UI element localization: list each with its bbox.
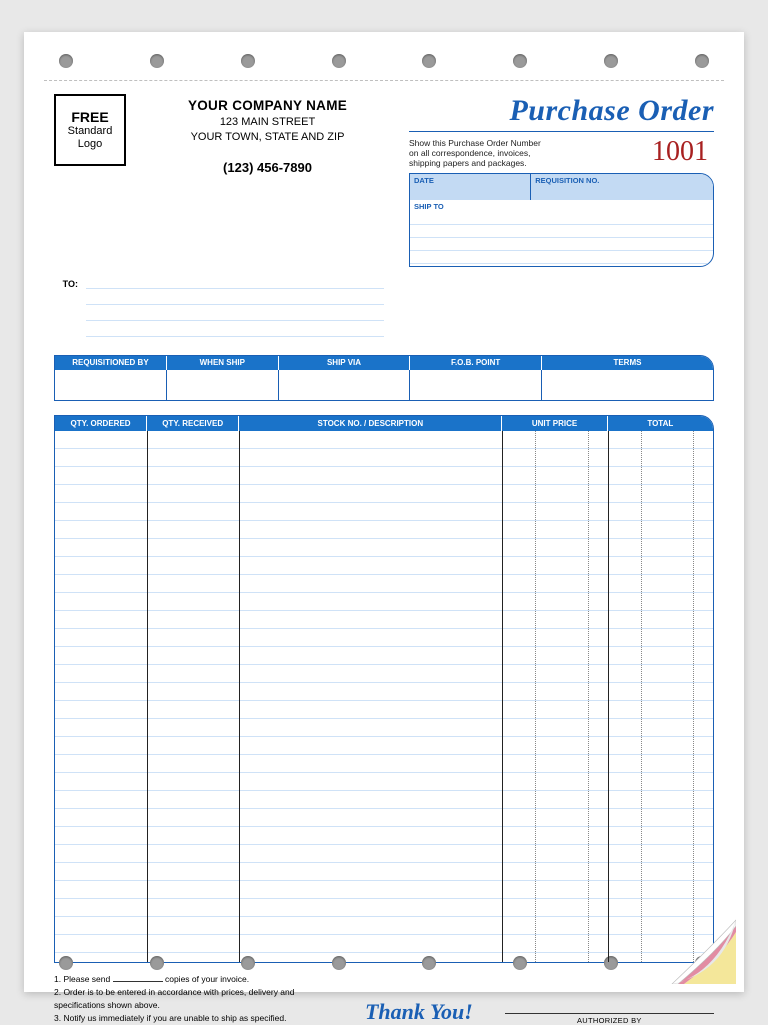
cell-terms[interactable]	[542, 370, 713, 400]
col-ship-via: SHIP VIA	[279, 356, 411, 370]
po-note-line: shipping papers and packages.	[409, 158, 541, 168]
footer-note-text: 1. Please send	[54, 974, 113, 984]
header-info-box: DATE REQUISITION NO. SHIP TO	[409, 173, 714, 267]
to-label: TO:	[54, 279, 78, 289]
authorized-by-label: AUTHORIZED BY	[505, 1013, 714, 1025]
footer-notes: 1. Please send copies of your invoice. 2…	[54, 973, 333, 1025]
to-line[interactable]	[86, 336, 384, 337]
hole-icon	[241, 956, 255, 970]
hole-icon	[422, 54, 436, 68]
hole-icon	[241, 54, 255, 68]
punch-holes-top	[24, 54, 744, 68]
hole-icon	[332, 956, 346, 970]
cell-requisitioned-by[interactable]	[55, 370, 167, 400]
to-line[interactable]	[86, 288, 384, 289]
punch-holes-bottom	[24, 956, 744, 970]
po-note: Show this Purchase Order Number on all c…	[409, 138, 541, 169]
column-divider	[608, 431, 609, 962]
to-address-block: TO:	[54, 273, 384, 337]
order-info-bar: REQUISITIONED BY WHEN SHIP SHIP VIA F.O.…	[54, 355, 714, 401]
company-name: YOUR COMPANY NAME	[136, 97, 399, 115]
copies-blank[interactable]	[113, 981, 163, 982]
form-title: Purchase Order	[409, 94, 714, 132]
requisition-no-label: REQUISITION NO.	[531, 174, 713, 200]
logo-line-logo: Logo	[78, 138, 102, 151]
po-note-line: Show this Purchase Order Number	[409, 138, 541, 148]
column-divider	[147, 431, 148, 962]
thank-you: Thank You!	[349, 999, 489, 1025]
hole-icon	[513, 956, 527, 970]
col-unit-price: UNIT PRICE	[502, 416, 607, 431]
col-requisitioned-by: REQUISITIONED BY	[55, 356, 167, 370]
col-terms: TERMS	[542, 356, 713, 370]
hole-icon	[59, 54, 73, 68]
hole-icon	[422, 956, 436, 970]
footer-note-2: 2. Order is to be entered in accordance …	[54, 986, 333, 1012]
hole-icon	[150, 54, 164, 68]
hole-icon	[513, 54, 527, 68]
hole-icon	[150, 956, 164, 970]
company-address-1: 123 MAIN STREET	[136, 115, 399, 130]
column-divider	[502, 431, 503, 962]
logo-placeholder: FREE Standard Logo	[54, 94, 126, 166]
date-label: DATE	[410, 174, 531, 200]
logo-line-free: FREE	[71, 109, 108, 125]
perforation-line	[44, 80, 724, 81]
purchase-order-form: FREE Standard Logo YOUR COMPANY NAME 123…	[24, 32, 744, 992]
po-note-line: on all correspondence, invoices,	[409, 148, 541, 158]
footer-note-text: copies of your invoice.	[163, 974, 249, 984]
price-subcolumn-dotted	[588, 431, 589, 962]
company-block: YOUR COMPANY NAME 123 MAIN STREET YOUR T…	[136, 94, 399, 267]
hole-icon	[695, 956, 709, 970]
hole-icon	[695, 54, 709, 68]
column-divider	[239, 431, 240, 962]
col-total: TOTAL	[608, 416, 713, 431]
cell-when-ship[interactable]	[167, 370, 279, 400]
hole-icon	[332, 54, 346, 68]
to-line[interactable]	[86, 304, 384, 305]
col-fob-point: F.O.B. POINT	[410, 356, 542, 370]
ship-to-box: SHIP TO	[410, 200, 713, 266]
footer-note-3: 3. Notify us immediately if you are unab…	[54, 1012, 333, 1025]
price-subcolumn-dotted	[693, 431, 694, 962]
hole-icon	[604, 956, 618, 970]
price-subcolumn-dotted	[535, 431, 536, 962]
logo-line-standard: Standard	[68, 125, 113, 138]
line-items-table: QTY. ORDERED QTY. RECEIVED STOCK NO. / D…	[54, 415, 714, 963]
cell-ship-via[interactable]	[279, 370, 411, 400]
line-items-body[interactable]	[55, 431, 713, 962]
authorized-by-block: AUTHORIZED BY	[505, 993, 714, 1025]
ship-to-label: SHIP TO	[410, 200, 713, 213]
company-address-2: YOUR TOWN, STATE AND ZIP	[136, 130, 399, 145]
po-number: 1001	[652, 135, 714, 169]
to-line[interactable]	[86, 320, 384, 321]
col-when-ship: WHEN SHIP	[167, 356, 279, 370]
footer-note-1: 1. Please send copies of your invoice.	[54, 973, 333, 986]
hole-icon	[604, 54, 618, 68]
hole-icon	[59, 956, 73, 970]
price-subcolumn-dotted	[641, 431, 642, 962]
company-phone: (123) 456-7890	[136, 159, 399, 177]
cell-fob-point[interactable]	[410, 370, 542, 400]
col-qty-ordered: QTY. ORDERED	[55, 416, 147, 431]
col-qty-received: QTY. RECEIVED	[147, 416, 239, 431]
col-description: STOCK NO. / DESCRIPTION	[239, 416, 502, 431]
